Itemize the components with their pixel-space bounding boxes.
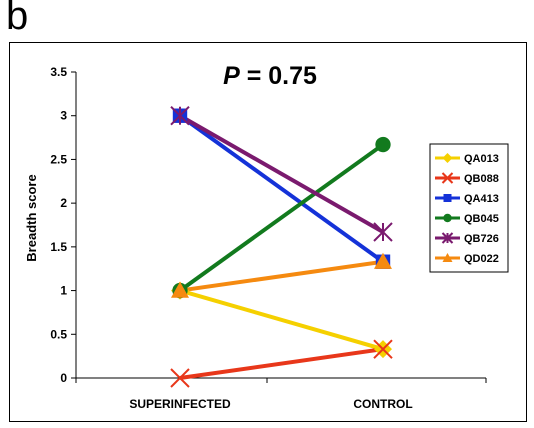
legend-label-QB726: QB726 — [464, 233, 499, 245]
data-point-QB088 — [170, 368, 190, 388]
y-tick-label: 3 — [60, 109, 67, 123]
series-line-QA413 — [178, 114, 385, 264]
legend-marker-QB088 — [441, 172, 454, 184]
series-line-QB088 — [179, 347, 384, 380]
legend-label-QB088: QB088 — [464, 173, 499, 185]
y-tick-label: 1 — [60, 284, 67, 298]
x-tick-label: SUPERINFECTED — [129, 397, 231, 411]
legend-marker-QB726 — [441, 232, 454, 244]
y-tick-label: 0 — [60, 371, 67, 385]
y-axis-label: Breadth score — [24, 174, 39, 261]
y-tick-label: 2.5 — [50, 152, 67, 166]
legend-marker-QB045 — [443, 213, 452, 223]
data-point-QB726 — [373, 222, 393, 242]
legend-marker-QD022 — [442, 253, 453, 262]
legend-label-QA013: QA013 — [464, 153, 499, 165]
legend-label-QA413: QA413 — [464, 193, 499, 205]
y-tick-label: 3.5 — [50, 65, 67, 79]
marker-stroke — [441, 172, 454, 184]
marker-stroke — [170, 368, 190, 388]
p-value-annotation: P = 0.75 — [223, 62, 317, 90]
y-tick-label: 0.5 — [50, 327, 67, 341]
series-line-QB045 — [178, 142, 385, 293]
data-point-QB726 — [170, 106, 190, 126]
data-point-QB088 — [373, 339, 393, 359]
y-tick-label: 1.5 — [50, 240, 67, 254]
legend-marker-QA413 — [443, 194, 452, 202]
chart-frame — [9, 42, 527, 422]
legend-label-QB045: QB045 — [464, 213, 499, 225]
series-line-QB726 — [179, 113, 384, 234]
data-point-QB045 — [375, 136, 391, 153]
p-value-rest: = 0.75 — [240, 62, 317, 90]
x-tick-label: CONTROL — [353, 397, 412, 411]
marker-stroke — [373, 339, 393, 359]
panel-label: b — [6, 0, 29, 38]
p-value-italic: P — [223, 62, 240, 90]
data-point-QD022 — [374, 252, 392, 269]
legend-label-QD022: QD022 — [464, 253, 499, 265]
data-point-QD022 — [171, 281, 189, 298]
y-tick-label: 2 — [60, 196, 67, 210]
legend-marker-QA013 — [442, 153, 453, 163]
legend-box — [429, 143, 509, 273]
series-line-QA013 — [179, 288, 384, 352]
series-line-QD022 — [179, 259, 384, 293]
